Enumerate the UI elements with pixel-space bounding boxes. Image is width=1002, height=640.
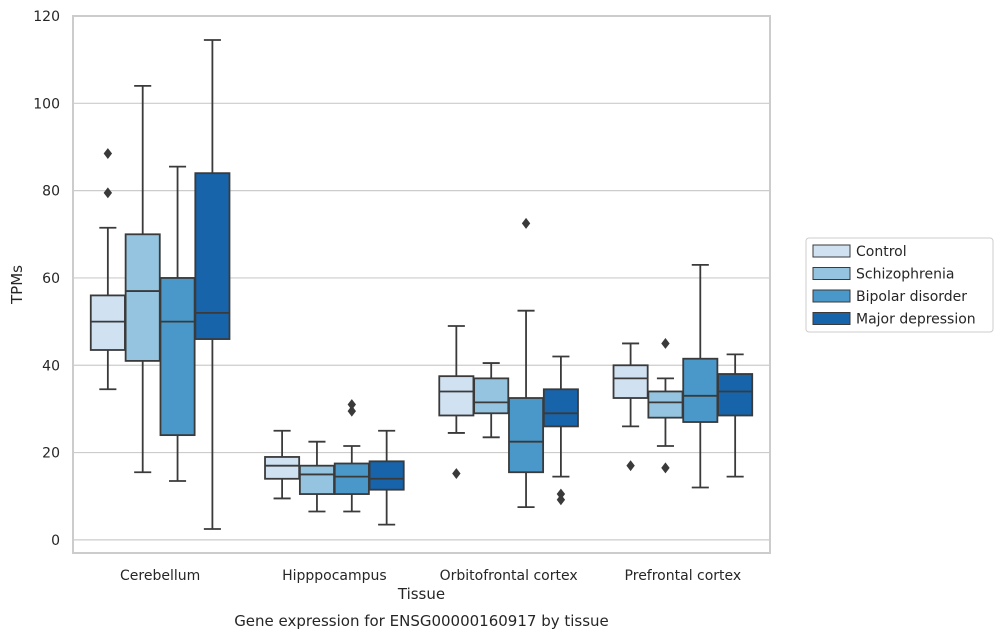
legend-label: Schizophrenia <box>856 267 954 283</box>
y-axis-ticks: 0 20 40 60 80 100 120 <box>33 9 60 549</box>
box <box>298 464 335 495</box>
x-tick-label: Cerebellum <box>120 568 200 584</box>
outlier-point <box>626 460 635 472</box>
x-axis-label: Tissue <box>397 585 445 603</box>
plot-area-frame <box>72 15 771 554</box>
legend-swatch <box>812 312 851 325</box>
box-series <box>89 39 754 530</box>
outlier-point <box>661 337 670 349</box>
box <box>508 397 545 474</box>
box <box>264 456 301 480</box>
outlier-point <box>347 399 356 411</box>
outlier-point <box>103 148 113 159</box>
legend-label: Major depression <box>856 312 976 328</box>
legend: Control Schizophrenia Bipolar disorder Majo… <box>805 237 994 333</box>
box <box>89 294 126 351</box>
box <box>473 377 510 415</box>
legend-label: Bipolar disorder <box>856 289 967 305</box>
legend-swatch <box>812 244 851 258</box>
legend-swatch <box>812 289 851 303</box>
x-tick-label: Orbitofrontal cortex <box>440 568 578 584</box>
box <box>124 233 161 362</box>
box <box>542 388 579 428</box>
outlier-point <box>556 494 566 506</box>
y-axis-label: TPMs <box>8 265 26 305</box>
box <box>612 364 649 399</box>
outlier-point <box>452 468 461 480</box>
outlier-point <box>661 462 670 474</box>
box <box>682 357 719 423</box>
y-tick-label: 20 <box>42 446 60 462</box>
y-tick-label: 60 <box>42 271 60 287</box>
box <box>717 373 754 417</box>
outlier-point <box>103 187 113 199</box>
box <box>647 390 684 419</box>
x-tick-label: Hipppocampus <box>282 568 387 584</box>
x-tick-label: Prefrontal cortex <box>625 568 742 584</box>
y-tick-label: 80 <box>42 184 60 200</box>
box <box>333 462 370 495</box>
box <box>159 277 196 437</box>
box <box>194 172 231 340</box>
y-tick-label: 0 <box>51 533 60 549</box>
legend-label: Control <box>856 244 907 260</box>
legend-swatch <box>812 267 851 280</box>
outlier-point <box>556 488 566 500</box>
legend-frame <box>805 237 994 333</box>
series-bipolar-disorder <box>159 165 719 513</box>
y-tick-label: 100 <box>33 96 60 112</box>
y-tick-label: 120 <box>33 9 60 25</box>
outlier-point <box>521 217 531 229</box>
chart-caption: Gene expression for ENSG00000160917 by t… <box>234 612 609 630</box>
series-control <box>89 148 649 500</box>
box <box>438 375 475 417</box>
series-major-depression <box>194 39 754 530</box>
outlier-point <box>347 405 356 417</box>
box <box>368 460 405 491</box>
y-tick-label: 40 <box>42 358 60 374</box>
series-schizophrenia <box>124 84 684 513</box>
x-axis-ticks: Cerebellum Hipppocampus Orbitofrontal cort… <box>120 568 741 584</box>
